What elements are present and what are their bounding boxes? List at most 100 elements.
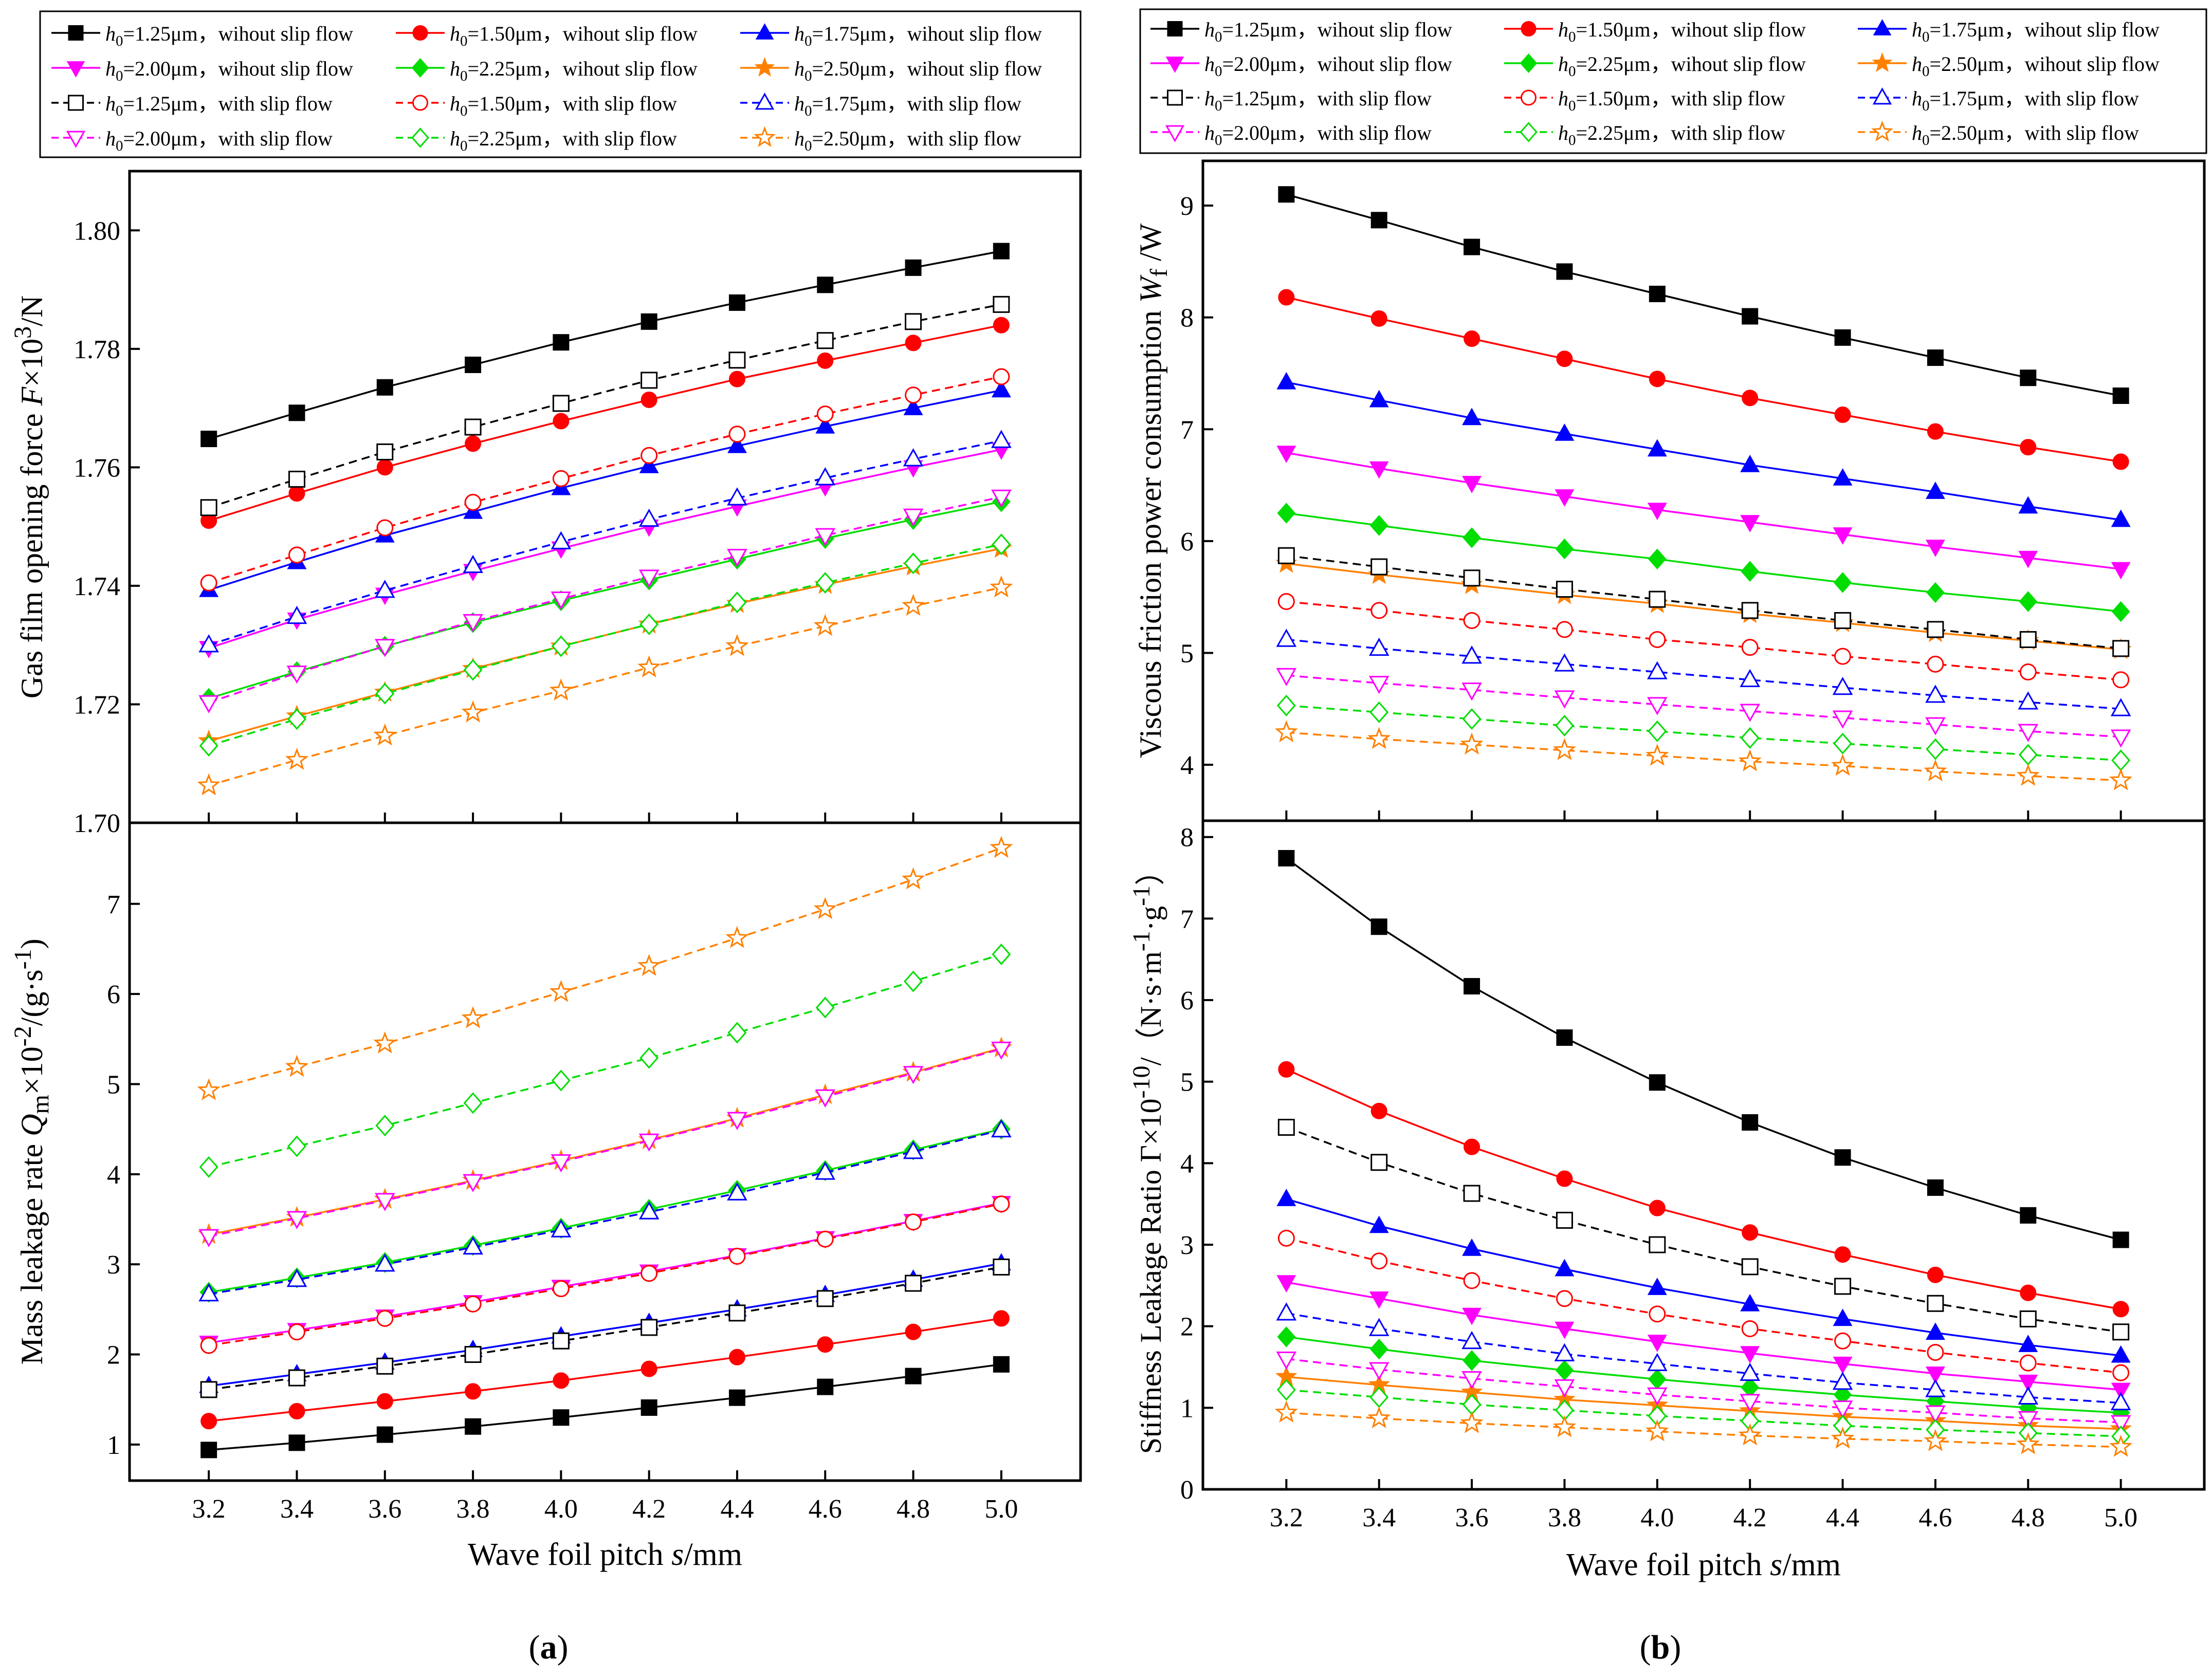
x-tick-label: 3.8 <box>1548 1503 1581 1533</box>
data-point <box>1463 612 1480 629</box>
data-point <box>1461 1331 1482 1350</box>
legend-panel-b: h0=1.25μm，wihout slip flow h0=1.50μm，wiho… <box>1139 8 2207 154</box>
data-point <box>2018 724 2039 742</box>
data-point <box>1647 439 1667 457</box>
data-point <box>551 592 572 610</box>
data-point <box>2018 496 2038 514</box>
data-point <box>1834 1332 1852 1350</box>
data-point <box>1646 1419 1669 1442</box>
data-point <box>1369 515 1388 536</box>
data-point <box>1276 446 1296 464</box>
data-point <box>638 1201 660 1220</box>
data-point <box>903 1140 924 1159</box>
data-point <box>813 614 837 636</box>
data-point <box>815 416 835 434</box>
data-point <box>374 1253 395 1272</box>
data-point <box>199 1156 218 1178</box>
data-point <box>465 1383 482 1400</box>
data-point <box>727 1182 747 1201</box>
data-point <box>993 296 1010 313</box>
x-tick-label: 3.4 <box>1362 1503 1396 1533</box>
legend-label: h0=2.00μm，wihout slip flow <box>1204 52 1452 80</box>
data-point <box>1741 561 1760 582</box>
legend-label: h0=2.50μm，wihout slip flow <box>1912 52 2160 80</box>
data-point <box>463 1174 483 1192</box>
legend-marker <box>411 58 429 78</box>
legend-label: h0=1.50μm，wihout slip flow <box>1558 18 1806 45</box>
data-point <box>905 313 922 330</box>
data-point <box>817 352 834 369</box>
data-point <box>1274 1400 1298 1423</box>
data-point <box>200 574 217 592</box>
series-line <box>1286 1336 2121 1414</box>
series-line <box>1286 638 2121 710</box>
data-point <box>1556 263 1573 280</box>
legend-label: h0=1.25μm，with slip flow <box>1204 87 1432 114</box>
data-point <box>1925 1405 1946 1424</box>
data-point <box>2018 1411 2039 1430</box>
data-point <box>288 470 305 488</box>
data-point <box>2018 744 2038 766</box>
x-tick-label: 4.6 <box>1918 1503 1952 1533</box>
data-point <box>2018 1335 2038 1352</box>
data-point <box>552 1280 570 1298</box>
data-point <box>1742 1224 1759 1241</box>
data-point <box>1649 1199 1666 1216</box>
legend-entry: h0=1.75μm，with slip flow <box>1858 87 2139 114</box>
series-line <box>1286 381 2121 521</box>
data-point <box>551 635 571 657</box>
series-line <box>209 1363 1002 1451</box>
legend-label: h0=2.00μm，wihout slip flow <box>105 57 353 84</box>
data-point <box>1370 1102 1387 1119</box>
legend-entry: h0=2.25μm，with slip flow <box>1504 121 1785 149</box>
y-tick-label: 1.76 <box>74 453 120 483</box>
data-point <box>993 1310 1010 1327</box>
data-point <box>463 614 483 633</box>
data-point <box>728 426 746 443</box>
data-point <box>551 1069 571 1092</box>
data-point <box>2111 749 2131 771</box>
x-axis-label-b: Wave foil pitch s/mm <box>1566 1547 1841 1582</box>
data-point <box>905 259 922 276</box>
data-point <box>1464 330 1480 347</box>
data-point <box>1556 621 1573 638</box>
data-point <box>1925 717 1946 735</box>
data-point <box>905 1275 922 1292</box>
data-point <box>2112 387 2129 404</box>
data-point <box>1278 289 1295 306</box>
data-point <box>903 398 923 415</box>
y-axis-label-leak: Mass leakage rate Qm×10-2/(g·s-1) <box>9 938 54 1364</box>
data-point <box>197 773 221 796</box>
data-point <box>464 1295 482 1313</box>
data-point <box>1276 1351 1297 1370</box>
data-point <box>2110 1415 2131 1433</box>
data-point <box>1646 744 1669 766</box>
data-point <box>200 499 217 516</box>
data-point <box>991 1119 1012 1138</box>
data-point <box>1276 1379 1296 1401</box>
data-point <box>286 1268 307 1287</box>
data-point <box>2109 768 2133 790</box>
legend-entry: h0=1.25μm，with slip flow <box>1150 87 1432 114</box>
series-line <box>1286 555 2121 650</box>
data-point <box>1370 918 1387 935</box>
data-point <box>376 1309 394 1327</box>
y-tick-label: 3 <box>1180 1231 1194 1260</box>
data-point <box>1831 1426 1855 1449</box>
data-point <box>549 678 573 701</box>
data-point <box>288 485 305 502</box>
data-point <box>1832 676 1853 695</box>
y-tick-label: 9 <box>1180 192 1194 221</box>
x-tick-label: 4.6 <box>809 1494 842 1524</box>
legend-marker <box>1872 87 1892 105</box>
series-line <box>208 1048 1002 1238</box>
data-point <box>2112 1323 2130 1341</box>
data-point <box>1369 1338 1388 1360</box>
legend-label: h0=2.00μm，with slip flow <box>1204 121 1432 149</box>
series-line <box>208 953 1002 1168</box>
legend-label: h0=1.25μm，wihout slip flow <box>105 22 353 49</box>
data-point <box>727 1112 747 1130</box>
legend-entry: h0=2.00μm，wihout slip flow <box>51 57 353 84</box>
legend-entry: h0=1.25μm，with slip flow <box>51 92 333 119</box>
data-point <box>288 1434 305 1451</box>
